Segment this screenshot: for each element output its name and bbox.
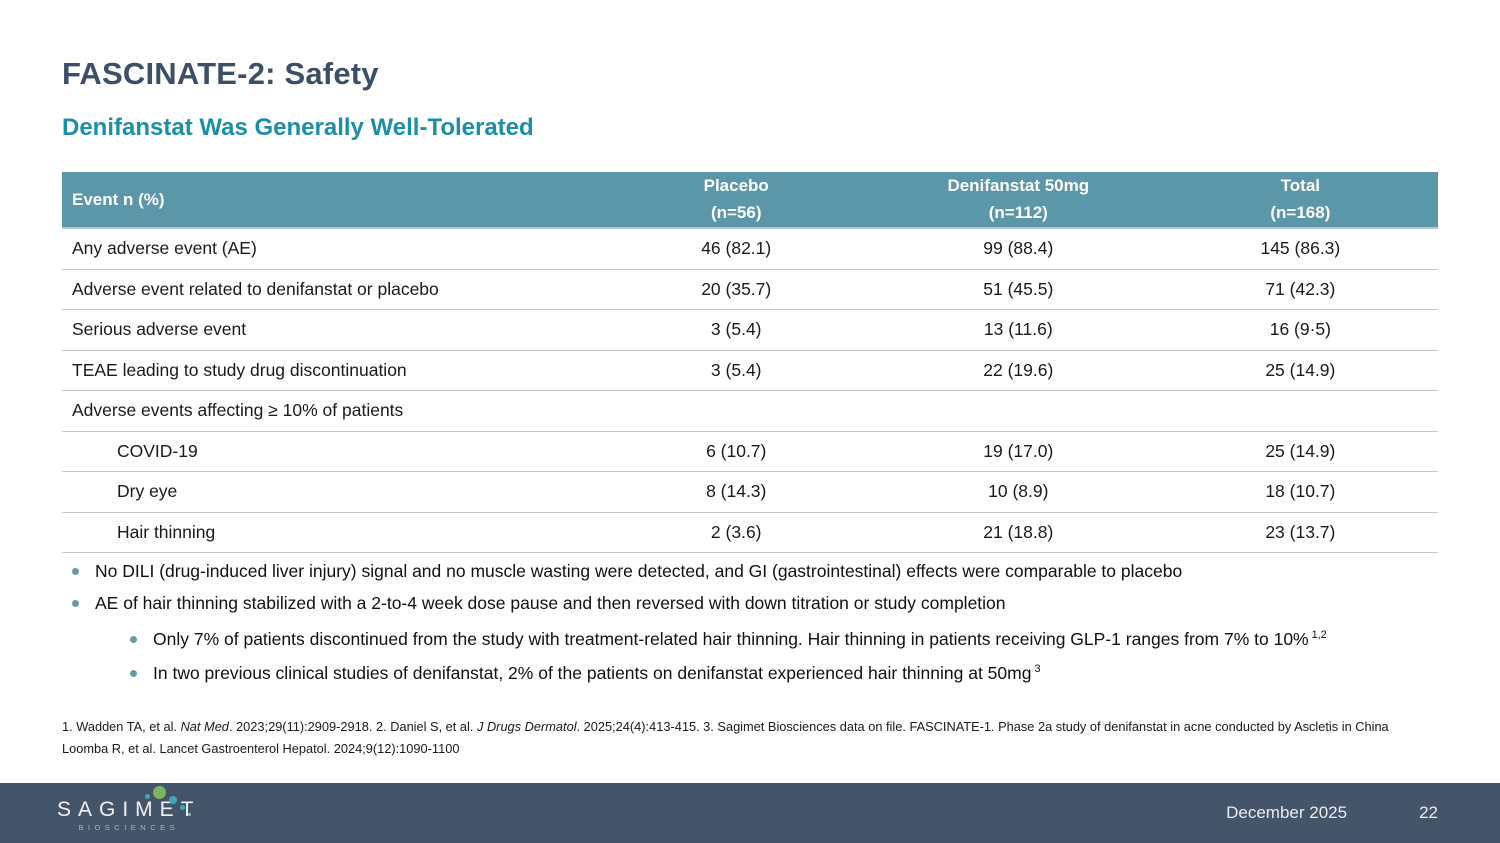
page-title: FASCINATE-2: Safety [62, 56, 379, 91]
row-value-placebo: 2 (3.6) [710, 521, 762, 542]
row-value-total: 25 (14.9) [1265, 440, 1336, 461]
reference-superscript: 3 [1034, 663, 1041, 676]
bullet-icon [72, 599, 79, 607]
logo-dot-icon [180, 805, 185, 810]
row-value-placebo: 20 (35.7) [701, 278, 772, 299]
row-value-placebo: 8 (14.3) [706, 481, 767, 502]
row-label: Dry eye [117, 481, 178, 502]
table-row: Hair thinning 2 (3.6) 21 (18.8) 23 (13.7… [62, 512, 1438, 553]
footnotes: 1. Wadden TA, et al. Nat Med. 2023;29(11… [62, 719, 1480, 758]
logo-dot-icon [153, 786, 166, 799]
row-value-denifanstat: 51 (45.5) [983, 278, 1054, 299]
row-value-total: 71 (42.3) [1265, 278, 1336, 299]
logo-dot-icon [169, 796, 177, 804]
row-value-denifanstat: 22 (19.6) [983, 359, 1054, 380]
row-value-denifanstat: 99 (88.4) [983, 238, 1054, 259]
table-section-row: Adverse events affecting ≥ 10% of patien… [62, 391, 1438, 432]
header-placebo-col: Placebo (n=56) [599, 173, 874, 226]
header-placebo-n: (n=56) [710, 202, 762, 222]
header-total-col: Total (n=168) [1163, 173, 1438, 226]
row-label: Adverse event related to denifanstat or … [72, 278, 439, 299]
row-value-total: 18 (10.7) [1265, 481, 1336, 502]
sub-bullet-item: Only 7% of patients discontinued from th… [120, 628, 1450, 651]
header-placebo-label: Placebo [703, 176, 769, 196]
table-row: COVID-19 6 (10.7) 19 (17.0) 25 (14.9) [62, 431, 1438, 472]
logo-dots-icon [143, 784, 203, 824]
bullet-text: No DILI (drug-induced liver injury) sign… [95, 561, 1183, 581]
header-event-col: Event n (%) [72, 189, 165, 209]
safety-table: Event n (%) Placebo (n=56) Denifanstat 5… [62, 172, 1438, 553]
sub-bullet-item: In two previous clinical studies of deni… [120, 662, 1450, 685]
row-value-placebo: 3 (5.4) [710, 319, 762, 340]
footnote-line-1: 1. Wadden TA, et al. Nat Med. 2023;29(11… [62, 719, 1389, 734]
row-value-total: 16 (9·5) [1269, 319, 1331, 340]
bullet-icon [130, 635, 137, 643]
table-row: TEAE leading to study drug discontinuati… [62, 350, 1438, 391]
sagimet-logo: SAGIMET BIOSCIENCES [57, 786, 201, 832]
table-header-row: Event n (%) Placebo (n=56) Denifanstat 5… [62, 172, 1438, 229]
row-label: TEAE leading to study drug discontinuati… [72, 359, 407, 380]
bullet-icon [130, 670, 137, 678]
row-label: Serious adverse event [72, 319, 247, 340]
bullet-item: No DILI (drug-induced liver injury) sign… [62, 560, 1462, 583]
header-denifanstat-label: Denifanstat 50mg [947, 176, 1090, 196]
footer-date: December 2025 [1226, 803, 1348, 822]
sub-bullet-text: Only 7% of patients discontinued from th… [153, 628, 1327, 649]
row-label: Hair thinning [117, 521, 216, 542]
logo-wordmark: SAGIMET [57, 798, 201, 821]
sub-bullet-text: In two previous clinical studies of deni… [153, 663, 1041, 684]
logo-dot-icon [188, 813, 191, 816]
table-row: Any adverse event (AE) 46 (82.1) 99 (88.… [62, 229, 1438, 270]
bullet-icon [72, 568, 79, 575]
reference-superscript: 1,2 [1311, 628, 1327, 641]
table-row: Adverse event related to denifanstat or … [62, 269, 1438, 310]
row-label: Any adverse event (AE) [72, 238, 257, 259]
row-value-total: 25 (14.9) [1265, 359, 1336, 380]
page-number: 22 [1419, 803, 1438, 822]
logo-dot-icon [145, 794, 150, 799]
bullet-item: AE of hair thinning stabilized with a 2-… [62, 592, 1462, 615]
page-subtitle: Denifanstat Was Generally Well-Tolerated [62, 114, 534, 141]
row-label: COVID-19 [117, 440, 198, 461]
row-value-denifanstat: 19 (17.0) [983, 440, 1054, 461]
logo-subtext: BIOSCIENCES [78, 823, 180, 832]
row-value-denifanstat: 10 (8.9) [988, 481, 1049, 502]
row-value-placebo: 6 (10.7) [706, 440, 767, 461]
row-value-total: 145 (86.3) [1260, 238, 1341, 259]
header-total-label: Total [1280, 176, 1321, 196]
row-label: Adverse events affecting ≥ 10% of patien… [72, 400, 404, 421]
row-value-denifanstat: 21 (18.8) [983, 521, 1054, 542]
row-value-total: 23 (13.7) [1265, 521, 1336, 542]
row-value-placebo: 46 (82.1) [701, 238, 772, 259]
footer-bar: SAGIMET BIOSCIENCES December 2025 22 [0, 783, 1500, 843]
header-denifanstat-n: (n=112) [988, 202, 1048, 222]
table-row: Dry eye 8 (14.3) 10 (8.9) 18 (10.7) [62, 472, 1438, 513]
footnote-line-2: Loomba R, et al. Lancet Gastroenterol He… [62, 741, 460, 757]
header-total-n: (n=168) [1270, 202, 1331, 222]
key-points: No DILI (drug-induced liver injury) sign… [62, 560, 1462, 697]
row-value-placebo: 3 (5.4) [710, 359, 762, 380]
table-row: Serious adverse event 3 (5.4) 13 (11.6) … [62, 310, 1438, 351]
bullet-text: AE of hair thinning stabilized with a 2-… [95, 592, 1006, 613]
header-denifanstat-col: Denifanstat 50mg (n=112) [874, 173, 1163, 226]
row-value-denifanstat: 13 (11.6) [983, 319, 1053, 340]
